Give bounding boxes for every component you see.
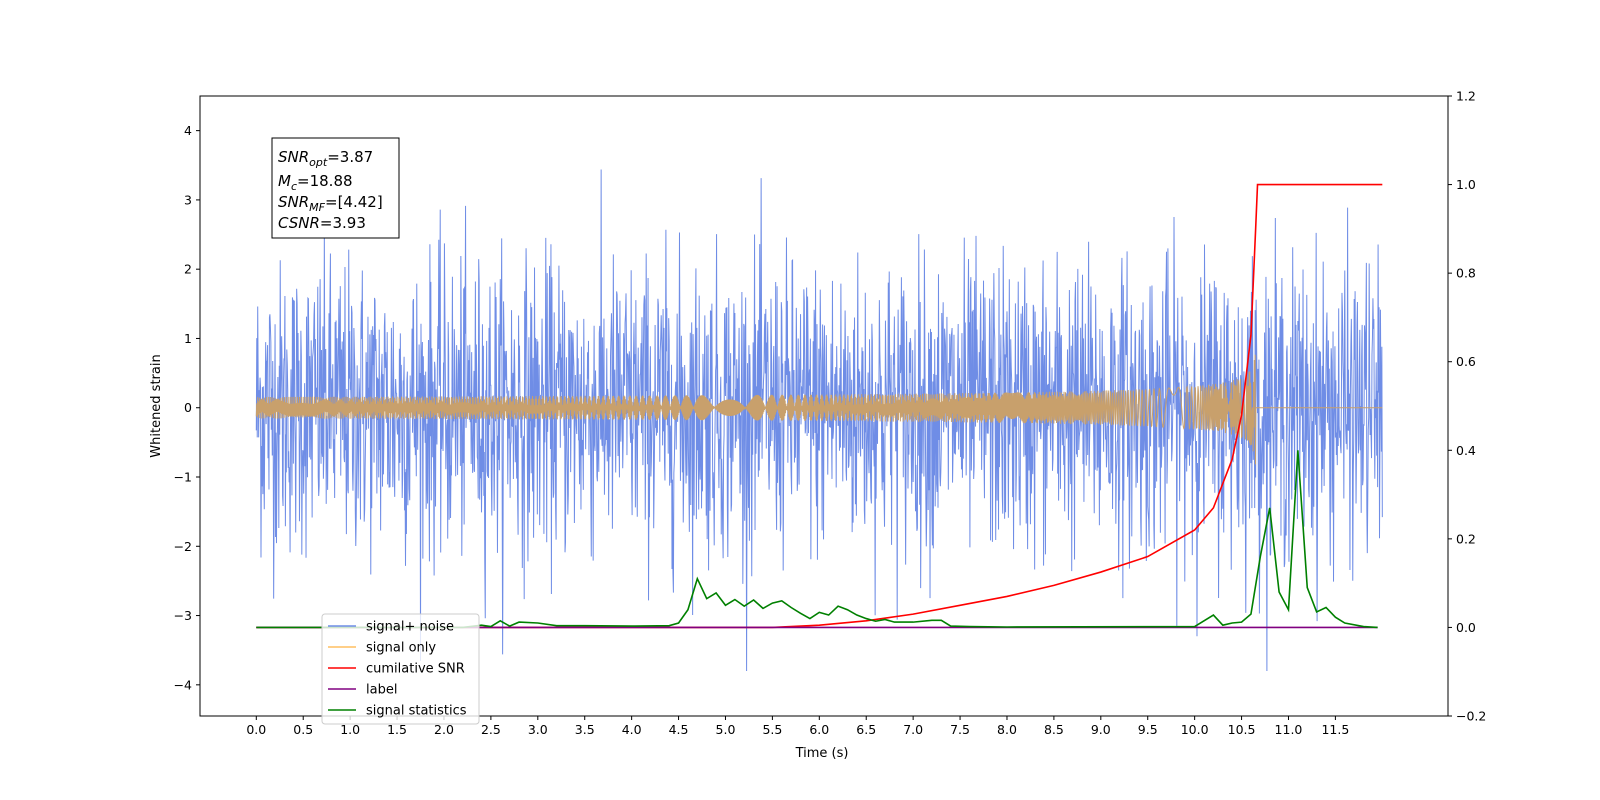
x-tick-label: 6.5 — [856, 722, 876, 737]
x-tick-label: 5.0 — [716, 722, 736, 737]
x-tick-label: 9.5 — [1138, 722, 1158, 737]
y2-tick-label: 1.0 — [1456, 177, 1476, 192]
y-tick-label: −4 — [174, 677, 192, 692]
y2-tick-label: −0.2 — [1456, 709, 1486, 724]
x-tick-label: 1.5 — [387, 722, 407, 737]
x-tick-label: 0.0 — [246, 722, 266, 737]
y2-tick-label: 0.0 — [1456, 620, 1476, 635]
legend-label: cumilative SNR — [366, 662, 465, 677]
y2-axis-ticks: 1.2 1.0 0.8 0.6 0.4 0.2 0.0 −0.2 — [1448, 89, 1486, 724]
y-tick-label: 4 — [184, 123, 192, 138]
x-tick-label: 2.0 — [434, 722, 454, 737]
y2-tick-label: 0.2 — [1456, 531, 1476, 546]
y2-tick-label: 0.6 — [1456, 354, 1476, 369]
x-tick-label: 8.5 — [1044, 722, 1064, 737]
x-tick-label: 8.0 — [997, 722, 1017, 737]
series-signal-statistics-line — [256, 450, 1378, 629]
y2-tick-label: 0.4 — [1456, 443, 1476, 458]
x-tick-label: 3.0 — [528, 722, 548, 737]
y-tick-label: 1 — [184, 331, 192, 346]
x-tick-label: 6.0 — [809, 722, 829, 737]
y-tick-label: 2 — [184, 262, 192, 277]
annotation-line: Mc=18.88 — [278, 172, 353, 193]
y-tick-label: −1 — [174, 470, 192, 485]
x-tick-label: 5.5 — [762, 722, 782, 737]
series-cumilative-snr-line — [256, 183, 1383, 629]
legend-label: signal+ noise — [366, 620, 454, 635]
x-axis-label: Time (s) — [795, 746, 849, 761]
x-tick-label: 4.0 — [622, 722, 642, 737]
x-tick-label: 2.5 — [481, 722, 501, 737]
series-signal-only-line — [255, 354, 1383, 465]
legend-label: label — [366, 683, 397, 698]
y2-tick-label: 1.2 — [1456, 89, 1476, 104]
x-tick-label: 7.5 — [950, 722, 970, 737]
annotation-line: CSNR=3.93 — [278, 214, 366, 232]
x-tick-label: 4.5 — [669, 722, 689, 737]
annotation-line: SNRopt=3.87 — [278, 148, 373, 169]
legend: signal+ noise signal only cumilative SNR la… — [321, 613, 480, 725]
y-axis-ticks: 4 3 2 1 0 −1 −2 −3 −4 — [174, 123, 200, 692]
legend-label: signal statistics — [366, 704, 467, 719]
x-tick-label: 10.5 — [1228, 722, 1256, 737]
x-tick-label: 0.5 — [293, 722, 313, 737]
x-tick-label: 3.5 — [575, 722, 595, 737]
x-tick-label: 11.5 — [1321, 722, 1349, 737]
x-tick-label: 11.0 — [1275, 722, 1303, 737]
y-tick-label: 3 — [184, 192, 192, 207]
legend-frame — [321, 613, 480, 725]
x-tick-label: 7.0 — [903, 722, 923, 737]
annotation-line: SNRMF=[4.42] — [278, 193, 383, 214]
x-tick-label: 1.0 — [340, 722, 360, 737]
y-tick-label: 0 — [184, 400, 192, 415]
y2-tick-label: 0.8 — [1456, 266, 1476, 281]
annotation-frame — [271, 137, 400, 239]
plot-frame — [199, 95, 1449, 717]
y-tick-label: −2 — [174, 539, 192, 554]
x-tick-label: 9.0 — [1091, 722, 1111, 737]
y-axis-label: Whitened strain — [149, 354, 164, 457]
y-tick-label: −3 — [174, 608, 192, 623]
x-axis-ticks: 0.0 0.5 1.0 1.5 2.0 2.5 3.0 3.5 4.0 4.5 5.0 5.5 6.0 6… — [246, 716, 1349, 737]
legend-label: signal only — [366, 641, 436, 656]
x-tick-label: 10.0 — [1181, 722, 1209, 737]
